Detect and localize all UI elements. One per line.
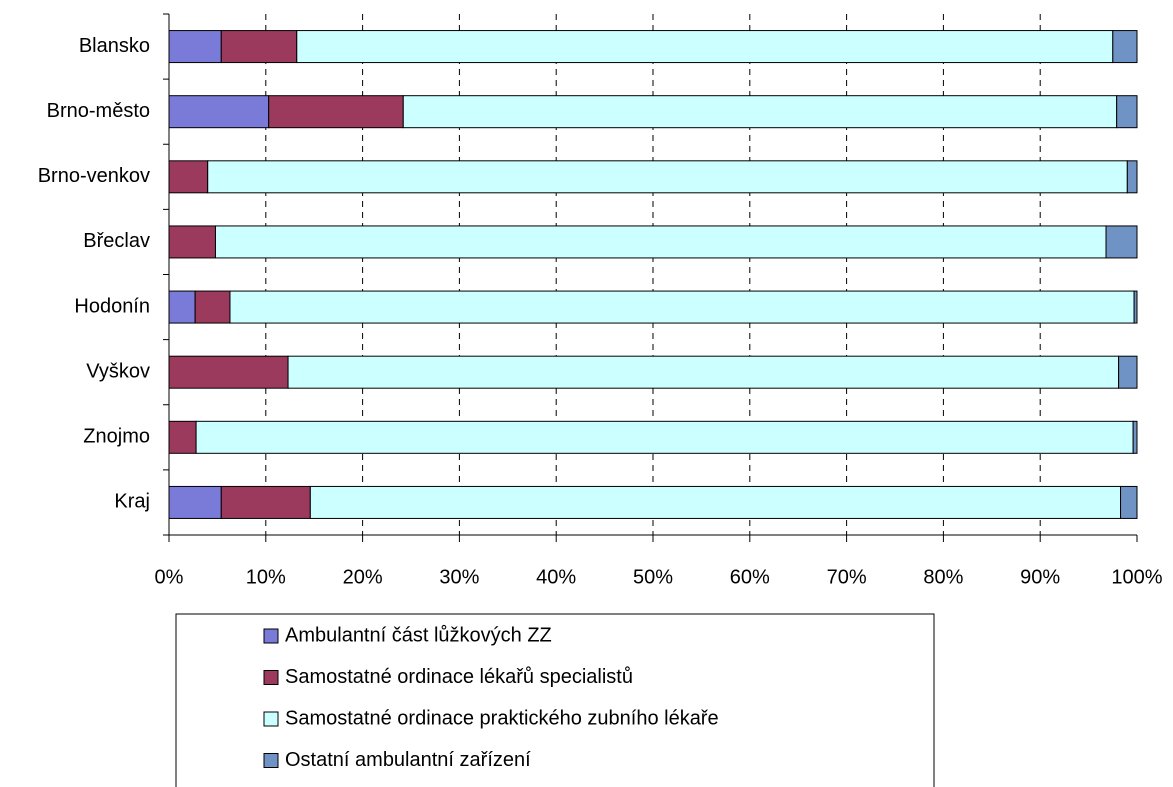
- x-tick-label: 10%: [246, 566, 286, 588]
- legend-label: Ambulantní část lůžkových ZZ: [285, 624, 552, 646]
- y-tick-label: Hodonín: [74, 295, 150, 317]
- bar-segment: [1120, 485, 1138, 519]
- y-tick-label: Kraj: [114, 491, 150, 513]
- bar-segment: [168, 30, 222, 64]
- y-tick-label: Brno-město: [47, 100, 150, 122]
- legend-box: [175, 613, 935, 787]
- bar-segment: [195, 420, 1134, 454]
- bar-segment: [168, 420, 197, 454]
- bar-segment: [168, 225, 216, 259]
- legend-label: Samostatné ordinace praktického zubního …: [285, 707, 719, 729]
- x-tick-label: 40%: [536, 566, 576, 588]
- x-tick-label: 50%: [633, 566, 673, 588]
- legend-label: Samostatné ordinace lékařů specialistů: [285, 666, 633, 688]
- bar-segment: [1126, 160, 1138, 194]
- bar-segment: [220, 485, 311, 519]
- bar-segment: [168, 160, 209, 194]
- legend-label: Ostatní ambulantní zařízení: [285, 749, 531, 771]
- y-tick-label: Znojmo: [83, 426, 150, 448]
- bar-segment: [1133, 290, 1138, 324]
- legend-swatch: [263, 711, 279, 727]
- bar-segment: [309, 485, 1122, 519]
- bar-segment: [168, 290, 196, 324]
- x-tick-label: 100%: [1111, 566, 1162, 588]
- bar-segment: [1116, 95, 1138, 129]
- bar-segment: [229, 290, 1135, 324]
- legend-swatch: [263, 628, 279, 644]
- x-tick-label: 20%: [343, 566, 383, 588]
- bar-segment: [402, 95, 1118, 129]
- bar-segment: [220, 30, 298, 64]
- bar-segment: [168, 95, 270, 129]
- y-tick-label: Vyškov: [86, 360, 150, 382]
- x-tick-label: 30%: [439, 566, 479, 588]
- y-tick-label: Brno-venkov: [38, 165, 150, 187]
- bar-segment: [268, 95, 404, 129]
- bar-segment: [194, 290, 231, 324]
- bar-segment: [1118, 355, 1138, 389]
- bar-segment: [1112, 30, 1138, 64]
- bar-segment: [296, 30, 1114, 64]
- x-tick-label: 60%: [730, 566, 770, 588]
- legend-swatch: [263, 670, 279, 685]
- legend-swatch: [263, 753, 279, 768]
- bar-segment: [1105, 225, 1138, 259]
- y-tick-label: Břeclav: [83, 230, 150, 252]
- bar-segment: [1132, 420, 1138, 454]
- bar-segment: [287, 355, 1120, 389]
- x-tick-label: 70%: [827, 566, 867, 588]
- bar-segment: [168, 355, 289, 389]
- bar-segment: [168, 485, 222, 519]
- bar-segment: [214, 225, 1107, 259]
- y-tick-label: Blansko: [79, 35, 150, 57]
- x-tick-label: 90%: [1020, 566, 1060, 588]
- x-tick-label: 80%: [923, 566, 963, 588]
- bar-segment: [207, 160, 1128, 194]
- x-tick-label: 0%: [155, 566, 184, 588]
